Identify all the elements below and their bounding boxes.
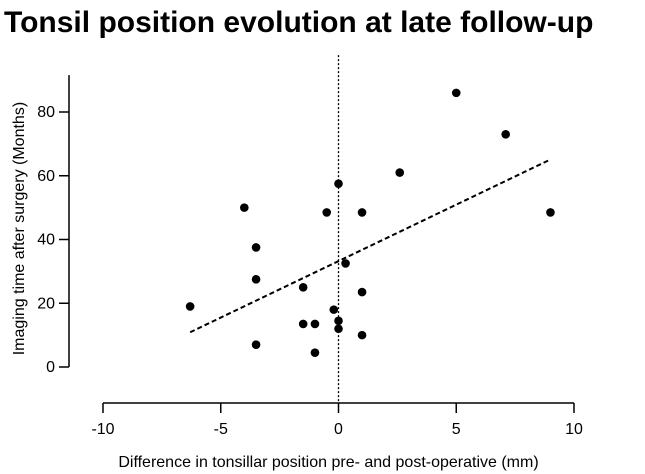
x-tick-label: 10 [565, 421, 583, 438]
data-point [240, 203, 249, 212]
x-tick-label: -10 [91, 421, 114, 438]
x-axis-title: Difference in tonsillar position pre- an… [118, 454, 538, 471]
data-point [341, 259, 350, 268]
x-tick-label: 0 [334, 421, 343, 438]
data-point [310, 319, 320, 329]
chart-title: Tonsil position evolution at late follow… [4, 6, 593, 39]
data-point [546, 208, 555, 217]
y-tick-label: 20 [37, 295, 55, 312]
data-point [322, 208, 332, 217]
data-point [310, 348, 320, 357]
trend-line [189, 158, 551, 334]
data-point [251, 243, 261, 252]
x-tick-label: 5 [452, 421, 461, 438]
data-point [501, 130, 511, 139]
data-point [298, 319, 308, 329]
data-point [251, 340, 261, 349]
y-tick-label: 0 [46, 359, 55, 376]
data-point [298, 283, 308, 292]
data-point [334, 316, 343, 326]
data-point [251, 275, 261, 284]
data-point [185, 302, 195, 311]
data-point [357, 208, 367, 217]
data-point [334, 179, 343, 189]
data-point [334, 324, 343, 334]
y-tick-label: 80 [37, 104, 55, 121]
data-point [395, 168, 405, 177]
plot-area: 0 20 40 60 80 -10 -5 0 5 10 [37, 55, 583, 438]
data-point [451, 88, 461, 98]
y-tick-label: 60 [37, 168, 55, 185]
data-point [357, 330, 367, 340]
x-tick-label: -5 [214, 421, 228, 438]
data-point [357, 287, 367, 297]
data-point [329, 305, 339, 314]
y-axis-title: Imaging time after surgery (Months) [11, 102, 28, 355]
y-tick-label: 40 [37, 232, 55, 249]
